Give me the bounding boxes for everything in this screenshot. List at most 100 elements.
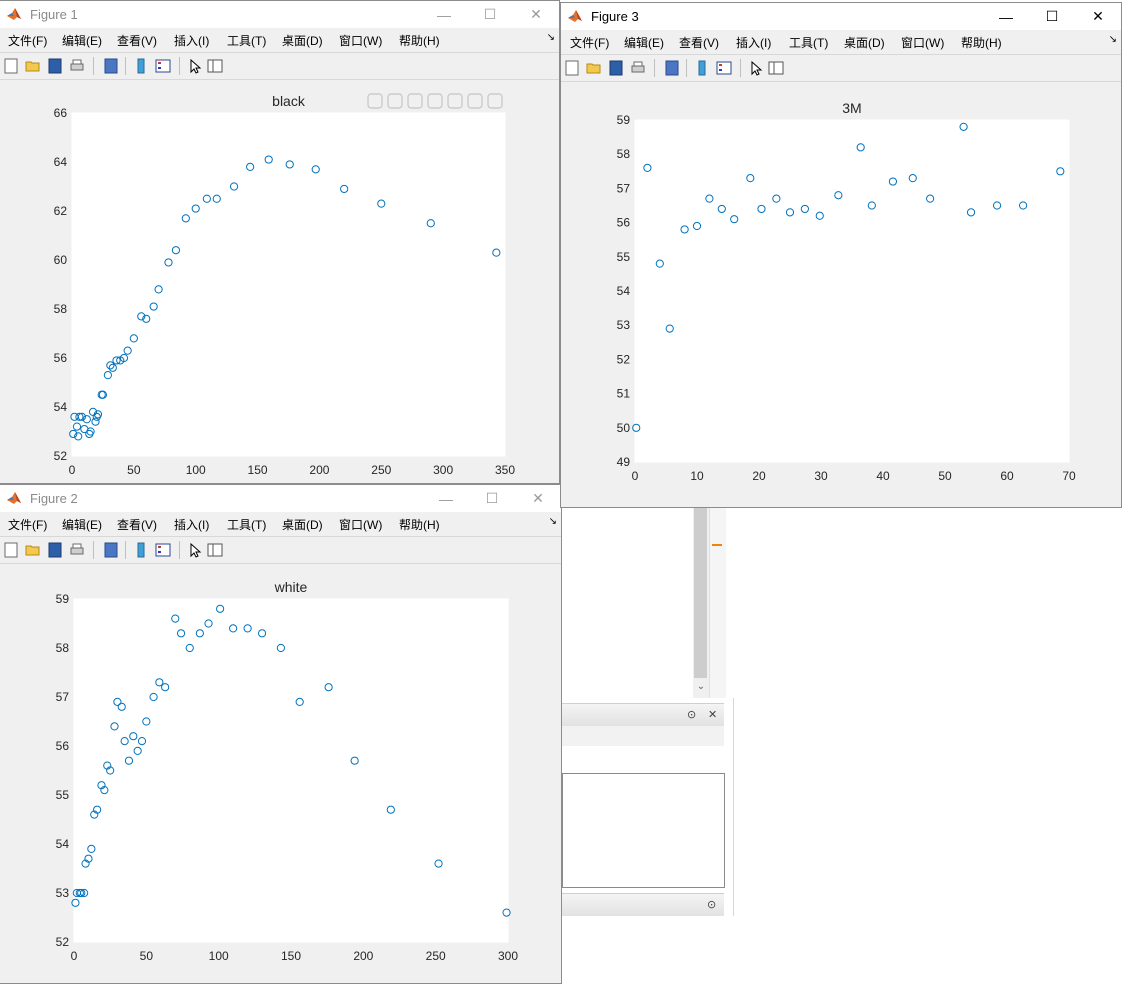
data-point[interactable] (257, 629, 267, 638)
data-point[interactable] (730, 215, 739, 224)
data-point[interactable] (164, 258, 173, 267)
data-point[interactable] (229, 182, 239, 191)
data-point[interactable] (120, 737, 129, 746)
open-file-icon[interactable] (586, 60, 602, 76)
data-point[interactable] (1019, 201, 1028, 210)
data-point[interactable] (72, 422, 82, 431)
menu-item[interactable]: 查看(V) (117, 518, 157, 532)
data-point[interactable] (692, 221, 702, 231)
data-point[interactable] (324, 683, 333, 692)
data-point[interactable] (149, 692, 158, 702)
data-point[interactable] (124, 756, 134, 765)
data-point[interactable] (108, 363, 117, 372)
menu-overflow-icon[interactable]: ↘ (1108, 34, 1117, 45)
new-figure-icon[interactable] (3, 58, 19, 74)
menu-item[interactable]: 窗口(W) (339, 518, 383, 532)
data-point[interactable] (888, 177, 898, 186)
scatter-plot[interactable]: 3M 0 10 20 30 40 50 60 70 49 50 51 52 53 54 55 56 57 58 59 (561, 81, 1122, 508)
data-point[interactable] (632, 423, 641, 432)
close-button[interactable]: ✕ (532, 490, 544, 506)
data-point[interactable] (137, 312, 146, 321)
new-figure-icon[interactable] (564, 60, 580, 76)
data-point[interactable] (142, 314, 151, 323)
data-point[interactable] (123, 346, 132, 355)
data-point[interactable] (834, 191, 843, 200)
data-point[interactable] (69, 429, 78, 439)
menu-item[interactable]: 桌面(D) (282, 518, 323, 532)
data-point[interactable] (426, 219, 435, 228)
data-point[interactable] (680, 225, 689, 234)
close-button[interactable]: ✕ (1092, 8, 1104, 24)
data-point[interactable] (655, 259, 664, 268)
data-point[interactable] (129, 334, 138, 343)
legend-icon[interactable] (716, 60, 732, 76)
data-point[interactable] (204, 619, 213, 628)
data-point[interactable] (171, 614, 180, 623)
data-point[interactable] (117, 702, 126, 711)
menu-item[interactable]: 工具(T) (227, 518, 267, 532)
menu-item[interactable]: 窗口(W) (339, 34, 383, 48)
menu-item[interactable]: 插入(I) (174, 518, 210, 532)
data-point[interactable] (243, 624, 252, 633)
data-point[interactable] (434, 859, 443, 868)
legend-icon[interactable] (155, 58, 171, 74)
figure-window[interactable]: Figure 3 — ☐ ✕ 文件(F) 编辑(E) 查看(V) 插入(I) 工具(T) 桌面(D… (560, 2, 1122, 508)
data-point[interactable] (386, 805, 395, 814)
data-point[interactable] (119, 353, 129, 363)
window-title-bar[interactable]: Figure 1 — ☐ ✕ (0, 1, 559, 28)
data-point[interactable] (93, 410, 103, 419)
save-icon[interactable] (608, 60, 624, 76)
property-inspector-icon[interactable] (207, 58, 223, 74)
data-point[interactable] (137, 737, 147, 746)
data-point[interactable] (100, 786, 109, 795)
scrollbar-thumb[interactable] (694, 508, 707, 678)
axes-toolbar[interactable] (367, 93, 503, 109)
data-point[interactable] (285, 160, 294, 169)
data-point[interactable] (91, 417, 100, 426)
data-point[interactable] (87, 844, 96, 853)
warning-marker[interactable] (712, 544, 722, 546)
data-point[interactable] (229, 624, 238, 633)
menu-item[interactable]: 文件(F) (8, 518, 48, 532)
data-point[interactable] (93, 805, 102, 814)
data-point[interactable] (90, 810, 99, 819)
menu-item[interactable]: 帮助(H) (399, 518, 440, 532)
data-point[interactable] (154, 285, 163, 294)
panel-close-icon[interactable]: ✕ (708, 709, 718, 721)
print-icon[interactable] (69, 542, 85, 558)
menu-item[interactable]: 窗口(W) (901, 36, 945, 50)
data-point[interactable] (264, 155, 273, 164)
save-icon[interactable] (47, 542, 63, 558)
data-point[interactable] (772, 194, 781, 203)
home-icon[interactable] (487, 93, 503, 109)
data-point[interactable] (959, 122, 968, 131)
link-plot-icon[interactable] (103, 542, 119, 558)
data-point[interactable] (86, 427, 95, 436)
scatter-plot[interactable]: white 0 50 100 150 200 250 300 52 53 54 55 56 57 58 59 (0, 563, 562, 984)
data-point[interactable] (717, 204, 726, 214)
link-plot-icon[interactable] (103, 58, 119, 74)
data-point[interactable] (377, 199, 386, 208)
menu-item[interactable]: 编辑(E) (62, 34, 102, 48)
figure-window[interactable]: Figure 1 — ☐ ✕ 文件(F) 编辑(E) 查看(V) 插入(I) 工具(T) 桌面(D… (0, 0, 560, 484)
window-title-bar[interactable]: Figure 3 — ☐ ✕ (561, 3, 1121, 30)
window-title-bar[interactable]: Figure 2 — ☐ ✕ (0, 485, 561, 512)
menu-item[interactable]: 桌面(D) (282, 34, 323, 48)
data-point[interactable] (71, 898, 80, 907)
data-point[interactable] (992, 201, 1002, 210)
data-point[interactable] (926, 194, 935, 203)
data-point[interactable] (98, 390, 108, 399)
data-point[interactable] (103, 761, 112, 770)
data-point[interactable] (155, 678, 164, 687)
minimize-button[interactable]: — (999, 8, 1013, 25)
brush-icon[interactable] (387, 93, 403, 109)
axes-area[interactable] (634, 119, 1070, 463)
data-point[interactable] (176, 629, 186, 638)
data-point[interactable] (492, 248, 501, 257)
axes-area[interactable] (71, 112, 506, 457)
data-point[interactable] (103, 371, 112, 380)
figure-window[interactable]: Figure 2 — ☐ ✕ 文件(F) 编辑(E) 查看(V) 插入(I) 工具(T) 桌面(D… (0, 484, 562, 984)
data-point[interactable] (106, 766, 115, 775)
maximize-button[interactable]: ☐ (483, 6, 497, 22)
data-tips-icon[interactable] (407, 93, 423, 109)
